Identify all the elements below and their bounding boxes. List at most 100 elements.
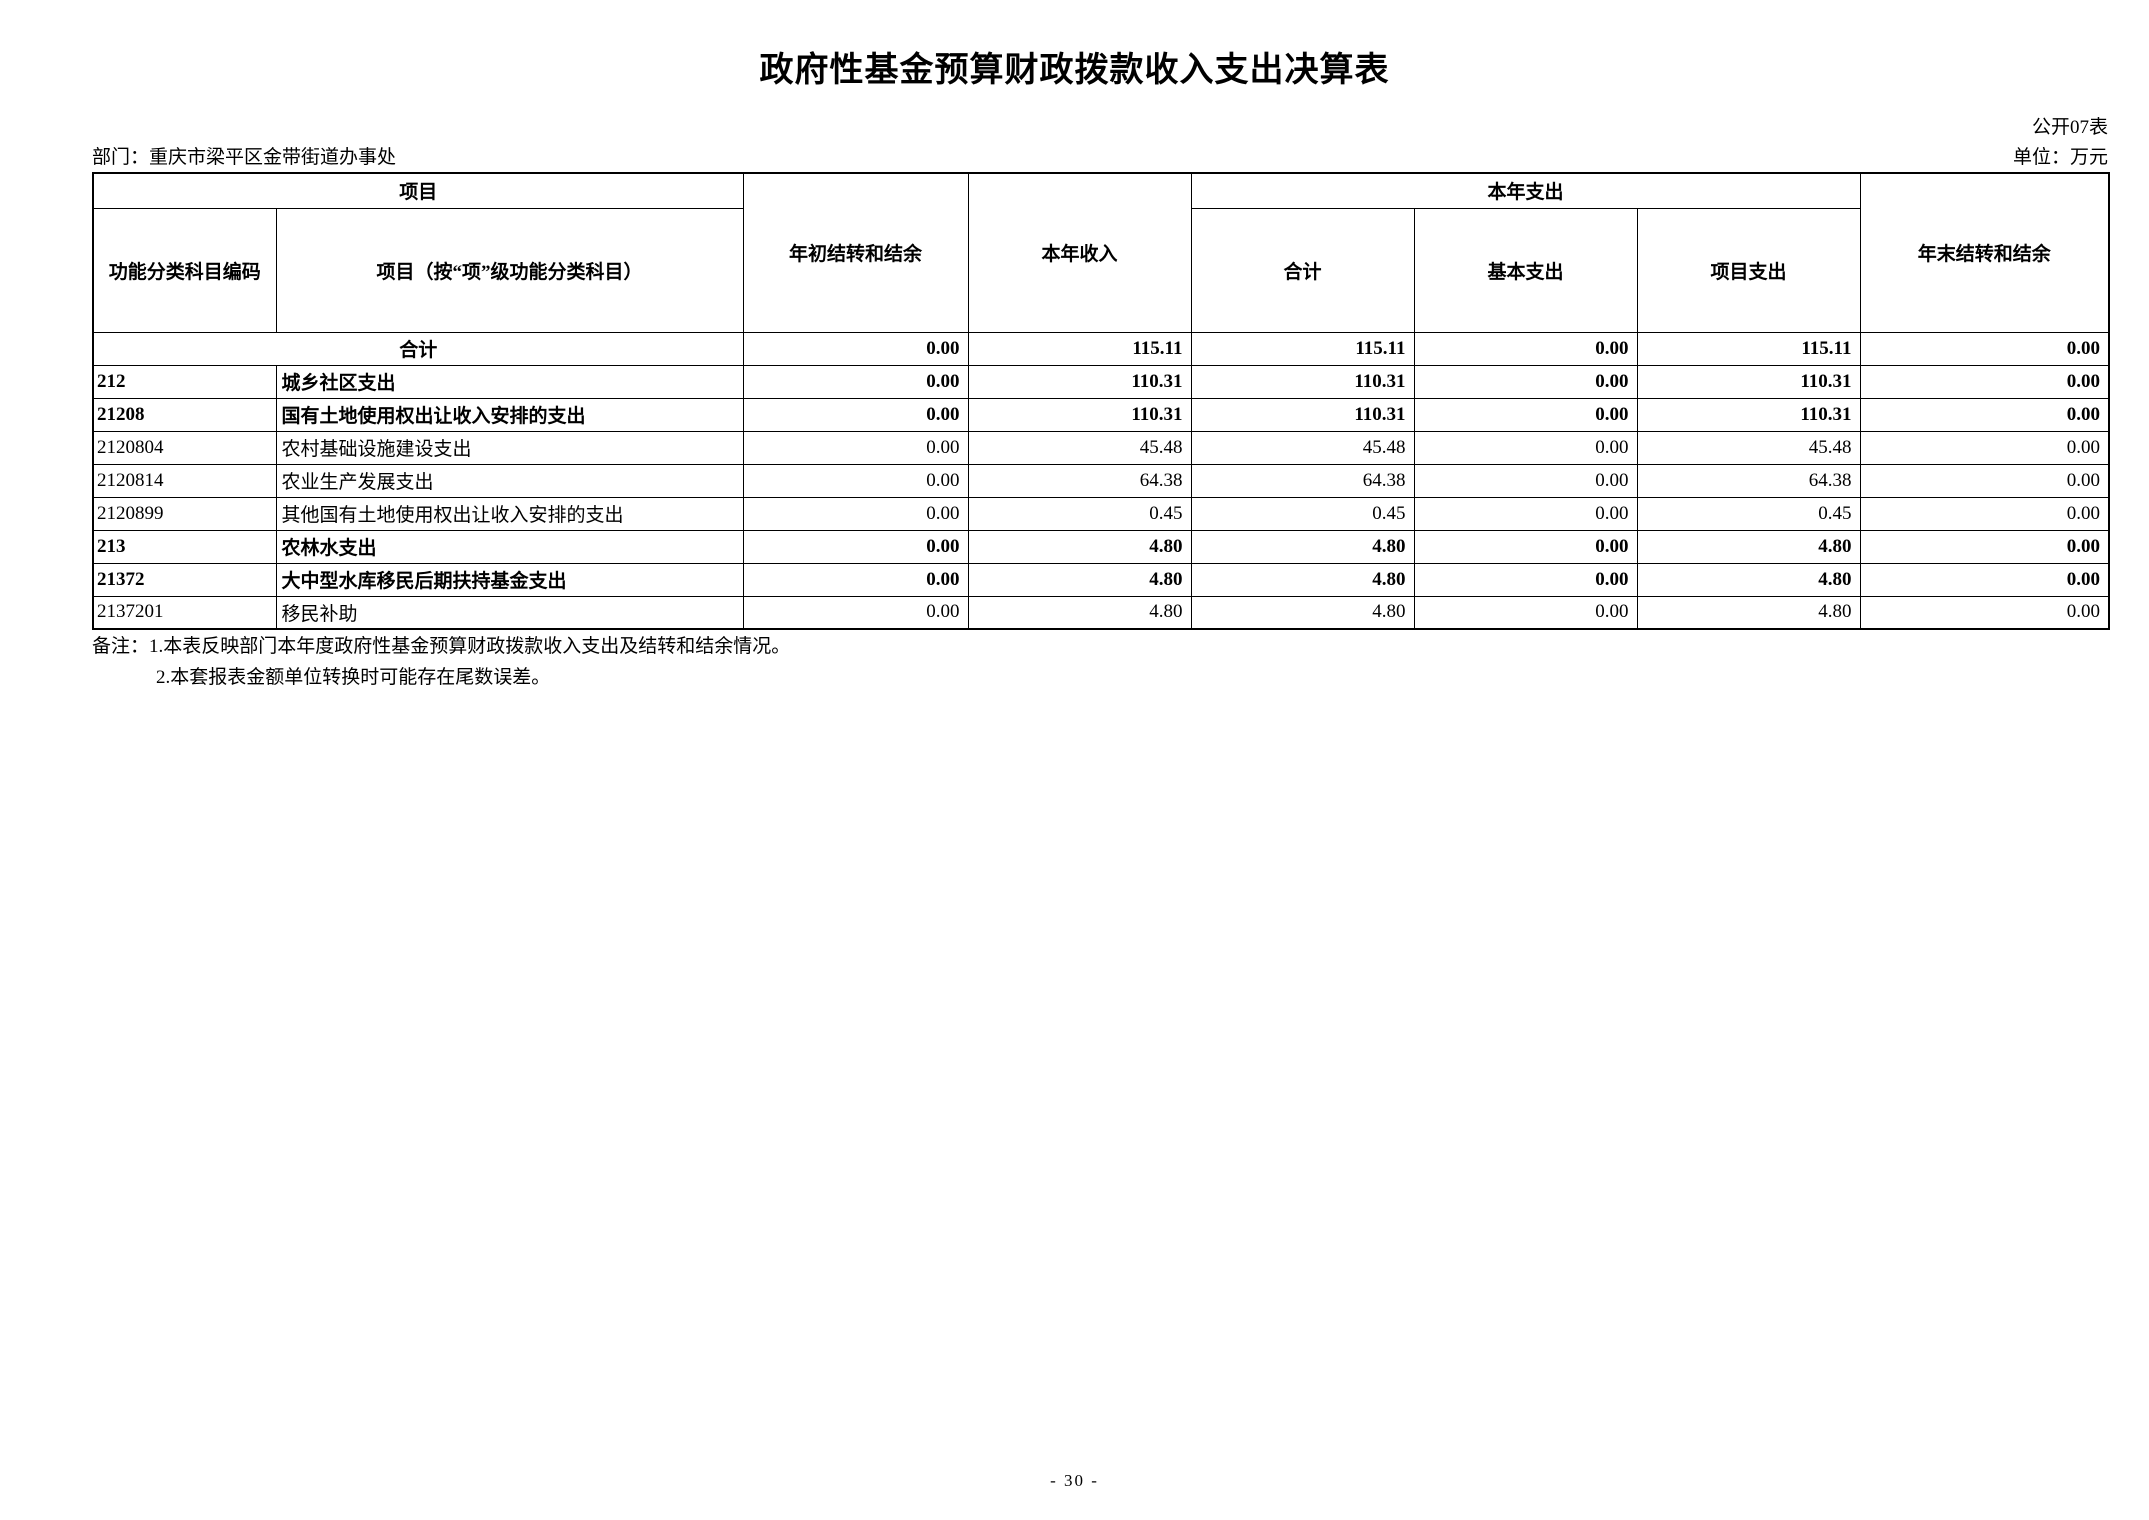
table-row: 21208 国有土地使用权出让收入安排的支出 0.00 110.31 110.31 0.0…	[92, 397, 2110, 432]
value-cell: 0.00	[1859, 496, 2110, 531]
value-cell: 0.00	[742, 331, 969, 366]
value-cell: 0.00	[1859, 430, 2110, 465]
page-number: - 30 -	[1050, 1471, 1099, 1490]
value-cell: 4.80	[967, 595, 1192, 630]
table-row: 21372 大中型水库移民后期扶持基金支出 0.00 4.80 4.80 0.00 4.80…	[92, 562, 2110, 597]
table-row: 2120814 农业生产发展支出 0.00 64.38 64.38 0.00 64.38 0.…	[92, 463, 2110, 498]
notes: 备注：1.本表反映部门本年度政府性基金预算财政拨款收入支出及结转和结余情况。 2…	[92, 631, 790, 693]
value-cell: 45.48	[1190, 430, 1415, 465]
item-name-cell: 农林水支出	[275, 529, 744, 564]
header-beginning-balance: 年初结转和结余	[742, 172, 969, 333]
value-cell: 0.00	[1413, 496, 1638, 531]
value-cell: 4.80	[1636, 562, 1861, 597]
value-cell: 4.80	[1636, 595, 1861, 630]
value-cell: 0.00	[742, 529, 969, 564]
value-cell: 0.00	[1413, 430, 1638, 465]
value-cell: 0.00	[742, 430, 969, 465]
unit-label: 单位：万元	[2012, 147, 2108, 168]
table-code-label: 公开07表	[2031, 117, 2108, 138]
value-cell: 4.80	[967, 529, 1192, 564]
table-row: 212 城乡社区支出 0.00 110.31 110.31 0.00 110.31 0.00	[92, 364, 2110, 399]
table-row: 2137201 移民补助 0.00 4.80 4.80 0.00 4.80 0.00	[92, 595, 2110, 630]
table-row: 合计 0.00 115.11 115.11 0.00 115.11 0.00	[92, 331, 2110, 366]
code-cell: 21208	[92, 397, 277, 432]
header-project-expenditure: 项目支出	[1636, 207, 1861, 333]
value-cell: 0.00	[1859, 562, 2110, 597]
header-expenditure-total: 合计	[1190, 207, 1415, 333]
header-item-name: 项目（按“项”级功能分类科目）	[275, 207, 744, 333]
item-name-cell: 农业生产发展支出	[275, 463, 744, 498]
value-cell: 0.00	[1413, 397, 1638, 432]
note-line-1: 备注：1.本表反映部门本年度政府性基金预算财政拨款收入支出及结转和结余情况。	[92, 636, 791, 657]
department-label: 部门：重庆市梁平区金带街道办事处	[92, 147, 397, 168]
value-cell: 110.31	[1636, 364, 1861, 399]
meta-row: 部门：重庆市梁平区金带街道办事处 单位：万元	[92, 142, 2108, 169]
value-cell: 64.38	[1190, 463, 1415, 498]
header-code: 功能分类科目编码	[92, 207, 277, 333]
code-cell: 212	[92, 364, 277, 399]
table-row: 213 农林水支出 0.00 4.80 4.80 0.00 4.80 0.00	[92, 529, 2110, 564]
value-cell: 115.11	[1636, 331, 1861, 366]
value-cell: 4.80	[1190, 529, 1415, 564]
value-cell: 0.00	[742, 463, 969, 498]
value-cell: 4.80	[1190, 595, 1415, 630]
code-cell: 2120814	[92, 463, 277, 498]
value-cell: 110.31	[1190, 364, 1415, 399]
value-cell: 0.00	[1859, 529, 2110, 564]
value-cell: 0.00	[1413, 463, 1638, 498]
item-name-cell: 大中型水库移民后期扶持基金支出	[275, 562, 744, 597]
item-name-cell: 城乡社区支出	[275, 364, 744, 399]
header-item-group: 项目	[92, 172, 744, 209]
header-basic-expenditure: 基本支出	[1413, 207, 1638, 333]
code-cell: 2120899	[92, 496, 277, 531]
value-cell: 0.00	[1413, 595, 1638, 630]
value-cell: 64.38	[967, 463, 1192, 498]
item-name-cell: 农村基础设施建设支出	[275, 430, 744, 465]
value-cell: 4.80	[967, 562, 1192, 597]
value-cell: 0.45	[967, 496, 1192, 531]
header-current-expenditure-group: 本年支出	[1190, 172, 1861, 209]
table-row: 2120804 农村基础设施建设支出 0.00 45.48 45.48 0.00 45.48…	[92, 430, 2110, 465]
value-cell: 0.00	[742, 562, 969, 597]
code-cell: 213	[92, 529, 277, 564]
value-cell: 0.45	[1636, 496, 1861, 531]
value-cell: 64.38	[1636, 463, 1861, 498]
value-cell: 0.00	[1859, 364, 2110, 399]
total-label-cell: 合计	[92, 331, 744, 366]
value-cell: 0.00	[1859, 331, 2110, 366]
value-cell: 110.31	[967, 397, 1192, 432]
header-row-1: 项目 年初结转和结余 本年收入 本年支出 年末结转和结余	[92, 172, 2110, 333]
value-cell: 110.31	[1636, 397, 1861, 432]
value-cell: 0.00	[742, 397, 969, 432]
value-cell: 0.45	[1190, 496, 1415, 531]
value-cell: 0.00	[1859, 595, 2110, 630]
table-row: 2120899 其他国有土地使用权出让收入安排的支出 0.00 0.45 0.45 0.0…	[92, 496, 2110, 531]
code-cell: 21372	[92, 562, 277, 597]
header-current-income: 本年收入	[967, 172, 1192, 333]
item-name-cell: 其他国有土地使用权出让收入安排的支出	[275, 496, 744, 531]
value-cell: 0.00	[742, 364, 969, 399]
value-cell: 0.00	[1859, 397, 2110, 432]
value-cell: 0.00	[1859, 463, 2110, 498]
header-ending-balance: 年末结转和结余	[1859, 172, 2110, 333]
code-cell: 2137201	[92, 595, 277, 630]
value-cell: 45.48	[1636, 430, 1861, 465]
value-cell: 0.00	[1413, 529, 1638, 564]
value-cell: 0.00	[742, 595, 969, 630]
value-cell: 0.00	[1413, 331, 1638, 366]
note-line-2: 2.本套报表金额单位转换时可能存在尾数误差。	[156, 667, 551, 688]
value-cell: 4.80	[1190, 562, 1415, 597]
item-name-cell: 移民补助	[275, 595, 744, 630]
header-row-2: 功能分类科目编码 项目（按“项”级功能分类科目） 合计 基本支出 项目支出	[92, 207, 2109, 333]
value-cell: 0.00	[1413, 562, 1638, 597]
value-cell: 110.31	[1190, 397, 1415, 432]
value-cell: 115.11	[967, 331, 1192, 366]
fiscal-table-body: 合计 0.00 115.11 115.11 0.00 115.11 0.00 212 城乡社区支…	[92, 331, 2110, 630]
fiscal-table: 项目 年初结转和结余 本年收入 本年支出 年末结转和结余 功能分类科目编码 项目…	[92, 172, 2111, 630]
value-cell: 4.80	[1636, 529, 1861, 564]
value-cell: 110.31	[967, 364, 1192, 399]
code-cell: 2120804	[92, 430, 277, 465]
value-cell: 0.00	[1413, 364, 1638, 399]
item-name-cell: 国有土地使用权出让收入安排的支出	[275, 397, 744, 432]
